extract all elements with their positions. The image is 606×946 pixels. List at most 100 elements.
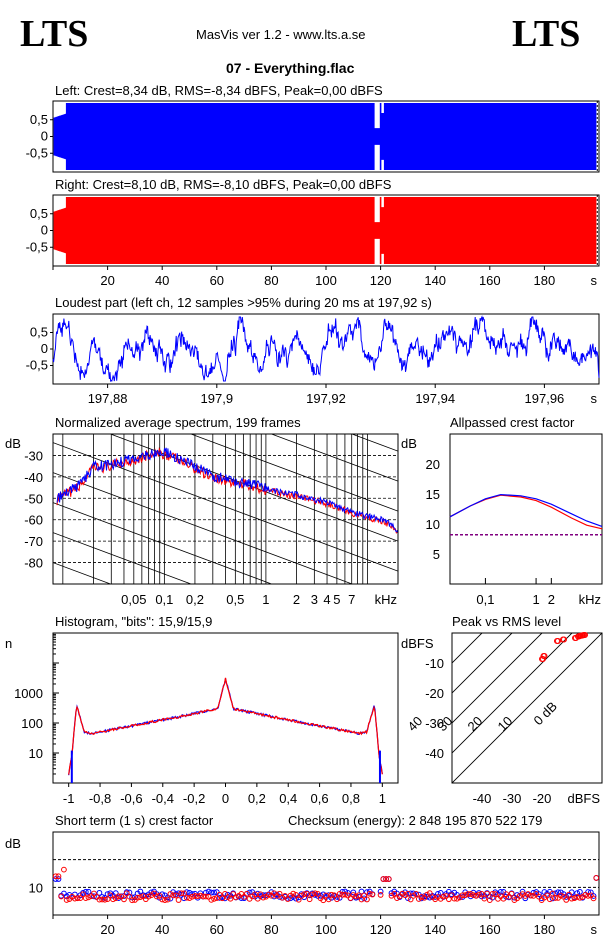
short-term-point xyxy=(590,893,597,899)
peak-rms-diagonal xyxy=(452,633,602,783)
short-term-point xyxy=(508,890,515,897)
short-term-point xyxy=(585,892,591,899)
short-term-point xyxy=(126,889,133,896)
short-term-point xyxy=(336,891,343,897)
left-channel-title: Left: Crest=8,34 dB, RMS=-8,34 dBFS, Pea… xyxy=(55,83,383,98)
allpass-series-0 xyxy=(449,494,603,530)
short-term-point xyxy=(377,892,384,898)
spectrum-slope-line xyxy=(270,434,398,482)
short-term-point xyxy=(465,891,471,897)
short-term-point xyxy=(500,895,507,902)
loudest-x-unit: s xyxy=(591,391,598,406)
spectrum-x-tick: 0,2 xyxy=(186,592,204,607)
short-term-point xyxy=(121,896,127,903)
short-term-point xyxy=(91,893,97,900)
peak-rms-diagonal xyxy=(452,633,543,724)
short-term-point xyxy=(192,893,198,899)
short-term-point xyxy=(71,895,78,902)
short-term-point xyxy=(312,890,318,897)
short-term-point xyxy=(405,890,411,897)
short-term-x-tick: 40 xyxy=(155,922,169,937)
short-term-point xyxy=(82,895,89,902)
short-term-point xyxy=(576,888,583,895)
short-term-point xyxy=(361,892,368,899)
right-channel-title: Right: Crest=8,10 dB, RMS=-8,10 dBFS, Pe… xyxy=(55,177,392,192)
short-term-point xyxy=(557,892,564,899)
loudest-y-tick: -0,5 xyxy=(26,358,48,373)
short-term-point xyxy=(478,890,485,897)
loudest-waveform xyxy=(52,315,600,383)
peak-rms-frame xyxy=(451,632,603,784)
short-term-point xyxy=(355,892,362,899)
right-channel-x-tick: 80 xyxy=(264,273,278,288)
peak-rms-diag-label: 10 xyxy=(495,713,516,734)
short-term-point xyxy=(145,893,152,900)
short-term-point xyxy=(459,892,466,899)
peak-rms-y-tick: -40 xyxy=(425,746,444,761)
short-term-point xyxy=(293,895,299,902)
peak-rms-point xyxy=(540,656,546,662)
logo-left: LTS xyxy=(20,13,89,55)
short-term-point xyxy=(104,896,111,902)
peak-rms-diagonal xyxy=(452,633,513,694)
short-term-point xyxy=(216,891,223,898)
peak-rms-y-tick: -30 xyxy=(425,716,444,731)
short-term-point xyxy=(129,897,136,904)
short-term-point xyxy=(314,891,321,897)
short-term-point xyxy=(52,873,59,880)
left-channel-waveform xyxy=(53,103,597,170)
peak-rms-y-tick: -10 xyxy=(425,656,444,671)
short-term-point xyxy=(290,890,297,897)
spectrum-x-tick: 0,5 xyxy=(226,592,244,607)
right-channel-x-tick: 180 xyxy=(534,273,556,288)
peak-rms-point xyxy=(541,653,548,659)
short-term-point xyxy=(402,892,409,899)
peak-rms-diag-label: 20 xyxy=(465,713,486,734)
allpass-y-unit: dB xyxy=(401,436,417,451)
short-term-point xyxy=(202,893,209,900)
allpass-y-tick: 15 xyxy=(426,487,440,502)
right-channel-x-tick: 40 xyxy=(155,273,169,288)
left-channel-gap-segment xyxy=(373,128,381,145)
short-term-point xyxy=(110,896,116,903)
short-term-point xyxy=(383,876,389,882)
short-term-x-tick: 140 xyxy=(424,922,446,937)
short-term-point xyxy=(219,895,226,902)
peak-rms-x-tick: -30 xyxy=(503,791,522,806)
loudest-x-tick: 197,96 xyxy=(525,391,565,406)
short-term-point xyxy=(126,893,133,900)
short-term-point xyxy=(424,893,430,900)
short-term-point xyxy=(353,893,359,900)
short-term-point xyxy=(514,892,520,898)
short-term-point xyxy=(156,892,163,899)
short-term-point xyxy=(339,891,346,898)
allpass-title: Allpassed crest factor xyxy=(450,415,575,430)
short-term-point xyxy=(284,896,291,902)
histogram-x-tick: -0,2 xyxy=(183,791,205,806)
short-term-point xyxy=(492,891,499,897)
histogram-x-tick: 1 xyxy=(379,791,386,806)
spectrum-y-tick: -30 xyxy=(24,448,43,463)
right-channel-x-tick: 20 xyxy=(100,273,114,288)
spectrum-x-unit: kHz xyxy=(375,592,397,607)
short-term-point xyxy=(467,891,474,897)
short-term-point xyxy=(568,895,575,902)
peak-rms-x-unit: dBFS xyxy=(567,791,600,806)
short-term-point xyxy=(181,890,187,897)
left-channel-y-tick: 0 xyxy=(41,129,48,144)
allpass-x-unit: kHz xyxy=(579,592,601,607)
peak-rms-diagonals xyxy=(452,633,602,783)
short-term-point xyxy=(303,890,310,897)
short-term-point xyxy=(473,892,480,899)
short-term-point xyxy=(364,896,370,903)
short-term-point xyxy=(287,895,294,902)
histogram-x-tick: -1 xyxy=(63,791,75,806)
histogram-title: Histogram, "bits": 15,9/15,9 xyxy=(55,614,213,629)
spectrum-x-tick: 0,1 xyxy=(155,592,173,607)
short-term-point xyxy=(202,889,209,896)
short-term-point xyxy=(549,890,556,897)
short-term-point xyxy=(475,891,482,898)
short-term-x-tick: 60 xyxy=(210,922,224,937)
